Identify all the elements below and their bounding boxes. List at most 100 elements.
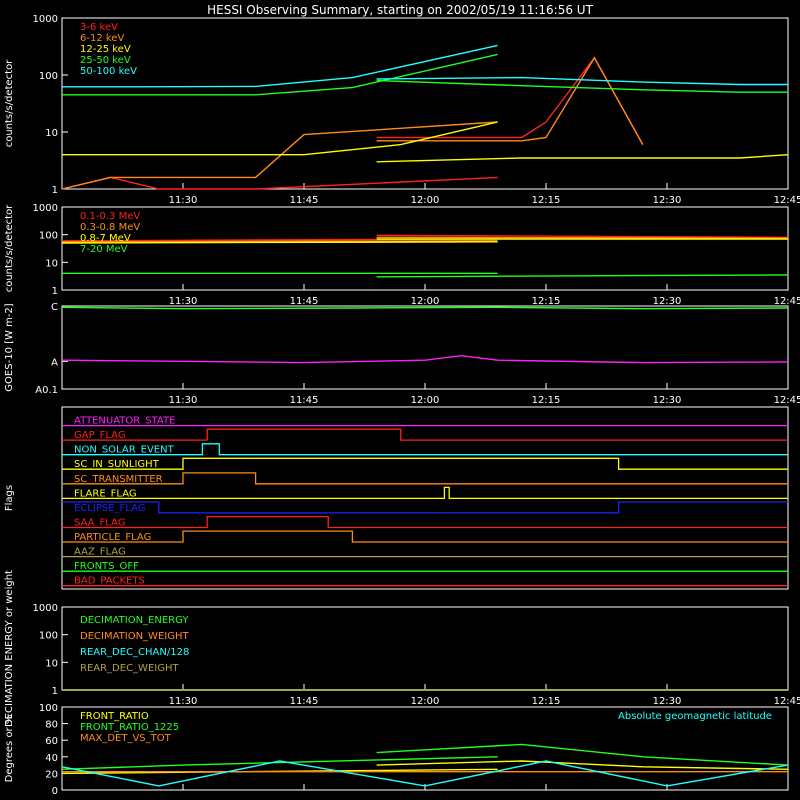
series-50-100-kev: [62, 44, 498, 88]
legend-25-50-kev: 25-50 keV: [80, 55, 131, 66]
panel-xray-low-frame: [61, 17, 789, 190]
panel-decimation-ylabel: DECIMATION ENERGY or weight: [4, 570, 15, 727]
legend-50-100-kev: 50-100 keV: [80, 66, 137, 77]
panel-decimation-xtick-label: 12:45: [774, 696, 800, 707]
legend-attenuator-state: ATTENUATOR_STATE: [74, 416, 175, 427]
series-eclipse-flag: [62, 501, 788, 514]
panel-ratio: 0 20 40 60 80 100 Degrees or % FRONT_RATIOFRONT…: [4, 703, 789, 797]
series-12-25-kev: [376, 154, 789, 163]
series-0-3-0-8-mev: [376, 236, 789, 239]
panel-decimation-ytick-label: 10: [45, 658, 58, 669]
panel-ratio-ylabel: Degrees or %: [4, 715, 15, 783]
series-50-100-kev: [376, 76, 788, 86]
panel-goes-xtick-label: 12:15: [532, 395, 561, 406]
panel-decimation-xtick-label: 11:45: [290, 696, 319, 707]
panel-xray-low-ytick-label: 1000: [33, 14, 58, 25]
panel-flags: Flags ATTENUATOR_STATE GAP_FLAG NON_SOLAR_E…: [4, 406, 789, 590]
panel-decimation: 1 10 100 1000 11:30 11:45 12:00 12:15 12:30 12:45…: [4, 570, 800, 727]
panel-decimation-ytick-label: 100: [39, 631, 58, 642]
series-absolute-geomagnetic-latitude: [61, 760, 789, 787]
panel-decimation-xtick-label: 12:00: [411, 696, 440, 707]
series-25-50-kev: [62, 53, 498, 96]
panel-decimation-xtick-label: 12:15: [532, 696, 561, 707]
series-6-12-kev: [376, 56, 644, 145]
panel-goes-xtick-label: 11:30: [169, 395, 198, 406]
chart-title: HESSI Observing Summary, starting on 200…: [207, 3, 593, 17]
panel-ratio-ytick-label: 40: [45, 753, 58, 764]
panel-flags-ylabel: Flags: [4, 485, 15, 511]
panel-goes: A0.1 A C 11:30 11:45 12:00 12:15 12:30 12:45 GOES…: [4, 302, 800, 406]
panel-xray-high-frame: [61, 206, 789, 291]
legend-0-1-0-3-mev: 0.1-0.3 MeV: [80, 211, 140, 222]
panel-xray-high-ytick-label: 100: [39, 231, 58, 242]
legend-0-8-7-mev: 0.8-7 MeV: [80, 233, 131, 244]
panel-goes-xtick-label: 11:45: [290, 395, 319, 406]
panel-xray-high-xtick-label: 12:30: [653, 296, 682, 307]
legend-particle-flag: PARTICLE_FLAG: [74, 532, 151, 543]
panel-xray-high-ytick-label: 1000: [33, 203, 58, 214]
legend-gap-flag: GAP_FLAG: [74, 430, 126, 441]
legend-saa-flag: SAA_FLAG: [74, 517, 125, 528]
series-25-50-kev: [376, 79, 788, 93]
panel-xray-high-xtick-label: 12:00: [411, 296, 440, 307]
series-goes-high: [61, 306, 789, 310]
legend-6-12-kev: 6-12 keV: [80, 33, 124, 44]
panel-goes-xtick-label: 12:30: [653, 395, 682, 406]
panel-xray-high-xtick-label: 11:45: [290, 296, 319, 307]
series-12-25-kev: [62, 121, 498, 156]
series-particle-flag: [62, 530, 788, 543]
panel-goes-ylabel: GOES-10 [W m-2]: [4, 303, 15, 391]
panel-decimation-ytick-label: 1000: [33, 603, 58, 614]
panel-xray-low-xtick-label: 11:30: [169, 195, 198, 206]
panel-xray-low-xtick-label: 11:45: [290, 195, 319, 206]
legend-max-det-vs-tot: MAX_DET_VS_TOT: [80, 733, 172, 744]
panel-xray-low-ytick-label: 100: [39, 71, 58, 82]
legend-0-3-0-8-mev: 0.3-0.8 MeV: [80, 222, 140, 233]
series-0-1-0-3-mev: [376, 234, 789, 238]
panel-xray-high-ytick-label: 10: [45, 258, 58, 269]
legend-sc-in-sunlight: SC_IN_SUNLIGHT: [74, 459, 160, 470]
series-0-8-7-mev: [61, 241, 498, 244]
panel-xray-low-xtick-label: 12:45: [774, 195, 800, 206]
panel-xray-low-ylabel: counts/s/detector: [4, 59, 15, 147]
series-gap-flag: [62, 428, 788, 441]
legend-front-ratio: FRONT_RATIO: [80, 711, 149, 722]
legend-decimation-energy: DECIMATION_ENERGY: [80, 615, 189, 626]
series-front-ratio-1225: [376, 743, 789, 766]
series-non-solar-event: [62, 443, 788, 456]
legend-rear-dec-weight: REAR_DEC_WEIGHT: [80, 663, 179, 674]
series-3-6-kev: [376, 56, 644, 145]
panel-xray-low-ytick-label: 10: [45, 128, 58, 139]
legend-3-6-kev: 3-6 keV: [80, 22, 118, 33]
panel-goes-ytick-label: A: [51, 357, 58, 368]
panel-ratio-ytick-label: 60: [45, 736, 58, 747]
series-0-3-0-8-mev: [61, 240, 498, 243]
panel-goes-ytick-label: A0.1: [35, 385, 58, 396]
panel-xray-high: 1 10 100 1000 11:30 11:45 12:00 12:15 12:30 12:45…: [4, 203, 800, 307]
series-sc-transmitter: [62, 472, 788, 485]
legend-bad-packets: BAD_PACKETS: [74, 576, 145, 587]
panel-decimation-xtick-label: 11:30: [169, 696, 198, 707]
legend-rear-dec-chan-128: REAR_DEC_CHAN/128: [80, 647, 189, 658]
panel-ratio-ytick-label: 0: [52, 786, 58, 797]
panel-goes-frame: [61, 305, 789, 390]
panel-goes-xtick-label: 12:45: [774, 395, 800, 406]
legend-flare-flag: FLARE_FLAG: [74, 488, 137, 499]
panel-xray-low-ytick-label: 1: [52, 185, 58, 196]
series-flare-flag: [62, 486, 788, 500]
legend-aaz-flag: AAZ_FLAG: [74, 547, 126, 558]
legend-12-25-kev: 12-25 keV: [80, 44, 131, 55]
series-goes-low: [61, 354, 789, 364]
panel-ratio-ytick-label: 80: [45, 720, 58, 731]
series-front-ratio-1225: [61, 756, 498, 770]
panel-xray-high-ytick-label: 1: [52, 286, 58, 297]
legend-front-ratio-1225: FRONT_RATIO_1225: [80, 722, 179, 733]
series-front-ratio: [376, 760, 789, 770]
panel-xray-high-xtick-label: 12:45: [774, 296, 800, 307]
series-saa-flag: [62, 515, 788, 529]
panel-xray-low: 1 10 100 1000 11:30 11:45 12:00 12:15 12:30 12:45…: [4, 14, 800, 206]
panel-goes-xtick-label: 12:00: [411, 395, 440, 406]
panel-xray-high-ylabel: counts/s/detector: [4, 204, 15, 292]
